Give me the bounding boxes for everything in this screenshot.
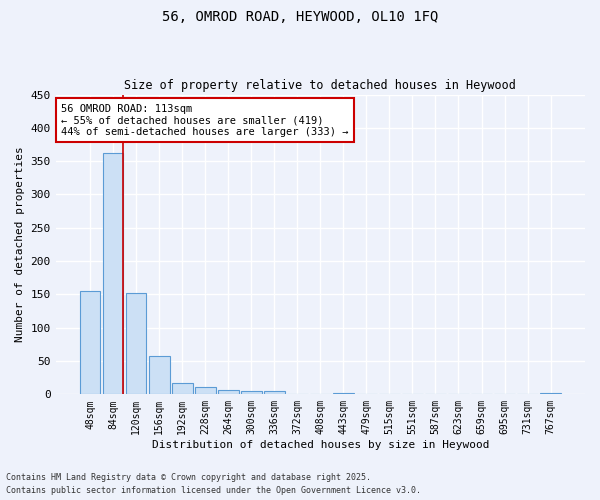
Bar [80, 291, 100, 395]
Y-axis label: Number of detached properties: Number of detached properties [15, 146, 25, 342]
Bar [540, 393, 561, 394]
X-axis label: Distribution of detached houses by size in Heywood: Distribution of detached houses by size … [152, 440, 489, 450]
Bar [264, 391, 284, 394]
Bar [149, 356, 170, 395]
Bar [126, 293, 146, 394]
Text: 56 OMROD ROAD: 113sqm
← 55% of detached houses are smaller (419)
44% of semi-det: 56 OMROD ROAD: 113sqm ← 55% of detached … [61, 104, 349, 136]
Title: Size of property relative to detached houses in Heywood: Size of property relative to detached ho… [124, 79, 516, 92]
Bar [218, 390, 239, 394]
Bar [333, 393, 354, 394]
Bar [241, 391, 262, 394]
Text: Contains HM Land Registry data © Crown copyright and database right 2025.
Contai: Contains HM Land Registry data © Crown c… [6, 474, 421, 495]
Bar [195, 387, 215, 394]
Bar [172, 383, 193, 394]
Text: 56, OMROD ROAD, HEYWOOD, OL10 1FQ: 56, OMROD ROAD, HEYWOOD, OL10 1FQ [162, 10, 438, 24]
Bar [103, 152, 124, 394]
